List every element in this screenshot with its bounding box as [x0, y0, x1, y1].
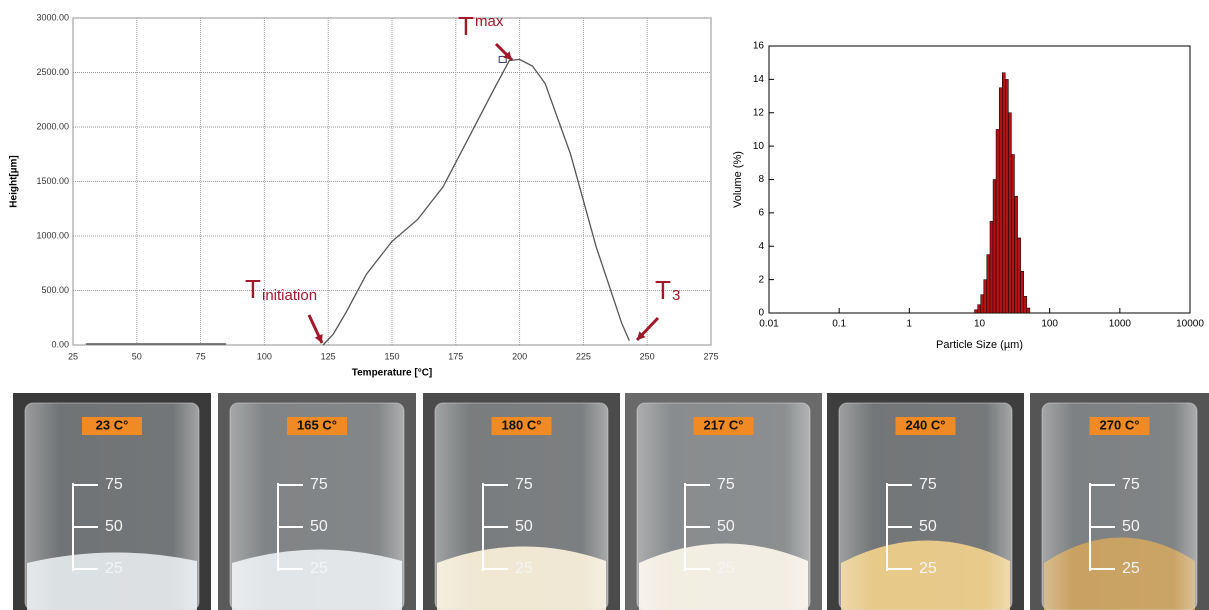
histogram-bar: [978, 305, 981, 313]
x-tick-label: 100: [257, 351, 272, 361]
graduation-label: 75: [919, 476, 937, 493]
graduation-label: 25: [1122, 560, 1140, 577]
histogram-bar: [993, 180, 996, 314]
y-tick-label: 4: [758, 241, 764, 252]
x-tick-label: 150: [384, 351, 399, 361]
graduation-label: 50: [515, 518, 533, 535]
x-tick-label: 225: [576, 351, 591, 361]
temperature-label: 165 C°: [297, 417, 337, 432]
graduation-label: 25: [919, 560, 937, 577]
y-tick-label: 1500.00: [36, 176, 69, 186]
histogram-bar: [999, 88, 1002, 313]
histogram-bar: [984, 280, 987, 313]
y-tick-label: 1000.00: [36, 230, 69, 240]
graduation-label: 50: [919, 518, 937, 535]
graduation-label: 25: [717, 560, 735, 577]
graduation-label: 50: [1122, 518, 1140, 535]
photo: 75 50 25 180 C°: [423, 393, 620, 610]
graduation-label: 25: [105, 560, 123, 577]
y-tick-label: 2500.00: [36, 67, 69, 77]
histogram-bar: [975, 310, 978, 313]
y-tick-label: 500.00: [41, 285, 69, 295]
y-tick-label: 2: [758, 274, 764, 285]
histogram-bar: [981, 295, 984, 313]
photo: 75 50 25 270 C°: [1030, 393, 1209, 610]
x-axis-label: Temperature [°C]: [352, 368, 433, 379]
graduation-label: 25: [310, 560, 328, 577]
annotation-subscript: 3: [672, 287, 680, 304]
x-tick-label: 0.1: [832, 319, 846, 330]
x-tick-label: 50: [132, 351, 142, 361]
annotation-letter: T: [245, 274, 261, 304]
annotation-subscript: max: [475, 13, 504, 30]
graduation-label: 50: [310, 518, 328, 535]
histogram-bar: [987, 255, 990, 313]
x-tick-label: 175: [448, 351, 463, 361]
histogram-bar: [1005, 79, 1008, 313]
x-axis-label: Particle Size (µm): [936, 339, 1023, 351]
photo: 75 50 25 23 C°: [13, 393, 211, 610]
temperature-label: 270 C°: [1100, 417, 1140, 432]
y-tick-label: 16: [753, 41, 765, 52]
graduation-label: 50: [717, 518, 735, 535]
temperature-label: 180 C°: [502, 417, 542, 432]
graduation-label: 75: [515, 476, 533, 493]
x-tick-label: 125: [321, 351, 336, 361]
x-tick-label: 100: [1041, 319, 1058, 330]
y-tick-label: 6: [758, 208, 764, 219]
histogram-bar: [1011, 154, 1014, 313]
y-tick-label: 3000.00: [36, 12, 69, 22]
temperature-label: 240 C°: [906, 417, 946, 432]
histogram-bar: [1002, 73, 1005, 313]
y-axis-label: Volume (%): [732, 151, 744, 208]
x-tick-label: 1000: [1109, 319, 1132, 330]
graduation-label: 50: [105, 518, 123, 535]
annotation-subscript: initiation: [262, 287, 317, 304]
annotation-letter: T: [655, 275, 671, 305]
y-tick-label: 0.00: [51, 339, 69, 349]
x-tick-label: 0.01: [759, 319, 779, 330]
x-tick-label: 200: [512, 351, 527, 361]
graduation-label: 75: [1122, 476, 1140, 493]
temperature-label: 23 C°: [96, 417, 129, 432]
histogram-bar: [1008, 113, 1011, 313]
histogram-bar: [990, 221, 993, 313]
x-tick-label: 275: [703, 351, 718, 361]
graduation-label: 25: [515, 560, 533, 577]
graduation-label: 75: [105, 476, 123, 493]
x-tick-label: 1: [907, 319, 913, 330]
y-tick-label: 10: [753, 141, 765, 152]
histogram-bar: [1024, 296, 1027, 313]
histogram-bar: [1018, 238, 1021, 313]
figure: 2550751001251501752002252502750.00500.00…: [0, 0, 1209, 610]
graduation-label: 75: [717, 476, 735, 493]
histogram-bar: [996, 129, 999, 313]
page: 2550751001251501752002252502750.00500.00…: [0, 0, 1209, 610]
x-tick-label: 250: [640, 351, 655, 361]
line-series: [86, 59, 630, 345]
histogram-bar: [1021, 271, 1024, 313]
y-tick-label: 14: [753, 74, 765, 85]
annotation-letter: T: [458, 11, 474, 41]
y-tick-label: 0: [758, 308, 764, 319]
photo: 75 50 25 165 C°: [218, 393, 416, 610]
y-tick-label: 12: [753, 107, 765, 118]
plot-area: [769, 46, 1190, 313]
y-tick-label: 2000.00: [36, 121, 69, 131]
histogram-bar: [1027, 308, 1030, 313]
photo: 75 50 25 240 C°: [827, 393, 1024, 610]
y-tick-label: 8: [758, 174, 764, 185]
x-tick-label: 25: [68, 351, 78, 361]
y-axis-label: Height[µm]: [9, 155, 20, 207]
histogram-bar: [1014, 196, 1017, 313]
x-tick-label: 10000: [1176, 319, 1204, 330]
photo: 75 50 25 217 C°: [625, 393, 822, 610]
x-tick-label: 75: [196, 351, 206, 361]
graduation-label: 75: [310, 476, 328, 493]
temperature-label: 217 C°: [704, 417, 744, 432]
x-tick-label: 10: [974, 319, 986, 330]
